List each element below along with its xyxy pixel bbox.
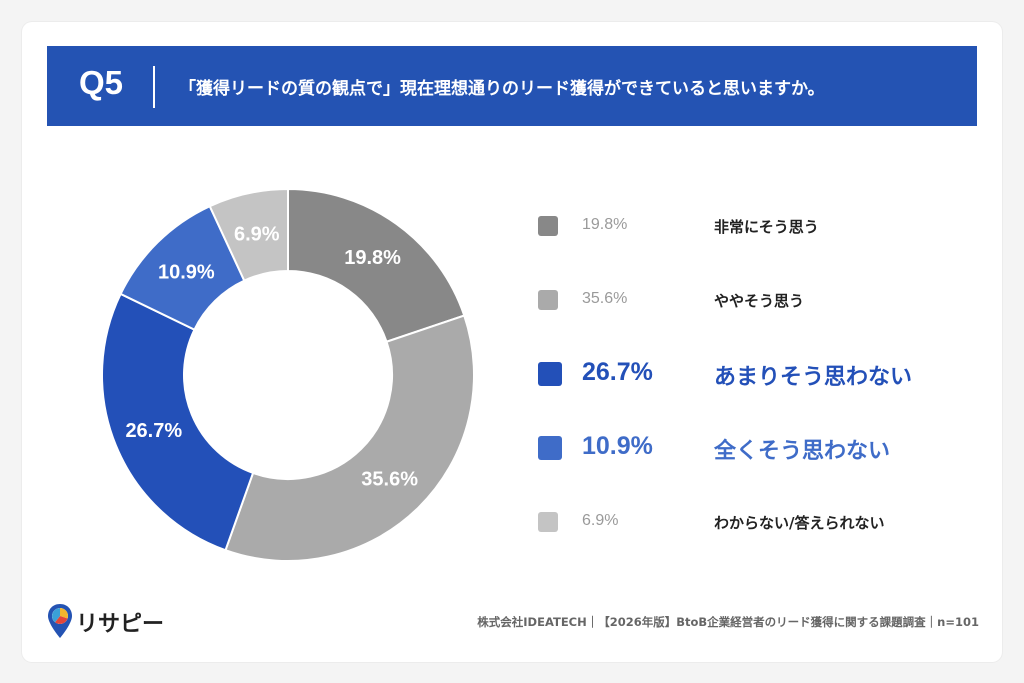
donut-slice — [224, 314, 475, 562]
legend-item: 6.9% わからない/答えられない — [538, 496, 978, 536]
legend-percent: 10.9% — [582, 432, 653, 460]
legend-item: 26.7% あまりそう思わない — [538, 348, 978, 390]
header-divider — [153, 66, 155, 108]
legend-label: ややそう思う — [714, 292, 805, 310]
legend-swatch — [538, 216, 558, 236]
legend-label: 非常にそう思う — [714, 218, 819, 236]
slice-value-label: 26.7% — [125, 420, 182, 442]
legend-percent: 19.8% — [582, 216, 628, 233]
slice-value-label: 19.8% — [344, 247, 401, 269]
slice-value-label: 35.6% — [361, 468, 418, 490]
legend-label: あまりそう思わない — [714, 365, 913, 390]
logo-pin-icon — [48, 604, 72, 638]
question-text: 「獲得リードの質の観点で」現在理想通りのリード獲得ができていると思いますか。 — [179, 79, 825, 99]
legend-swatch — [538, 512, 558, 532]
legend-label: わからない/答えられない — [714, 514, 885, 532]
survey-source: 株式会社IDEATECH｜【2026年版】BtoB企業経営者のリード獲得に関する… — [477, 615, 979, 629]
legend-swatch — [538, 290, 558, 310]
donut-chart: 19.8% 35.6% 26.7% 10.9% 6.9% — [101, 187, 475, 562]
donut-slice — [208, 187, 289, 282]
logo-text: リサピー — [76, 612, 165, 637]
legend-item: 19.8% 非常にそう思う — [538, 200, 978, 240]
legend-percent: 6.9% — [582, 512, 619, 529]
question-header: Q5 「獲得リードの質の観点で」現在理想通りのリード獲得ができていると思いますか… — [47, 46, 977, 126]
slice-value-label: 10.9% — [158, 262, 215, 284]
legend-label: 全くそう思わない — [714, 439, 891, 464]
donut-slice — [287, 187, 466, 344]
legend-item: 10.9% 全くそう思わない — [538, 422, 978, 464]
legend-percent: 26.7% — [582, 358, 653, 386]
legend-item: 35.6% ややそう思う — [538, 274, 978, 314]
donut-slice — [101, 292, 255, 552]
legend-swatch — [538, 362, 562, 386]
slice-value-label: 6.9% — [234, 223, 280, 245]
legend-swatch — [538, 436, 562, 460]
legend-percent: 35.6% — [582, 290, 628, 307]
question-number: Q5 — [79, 64, 124, 101]
